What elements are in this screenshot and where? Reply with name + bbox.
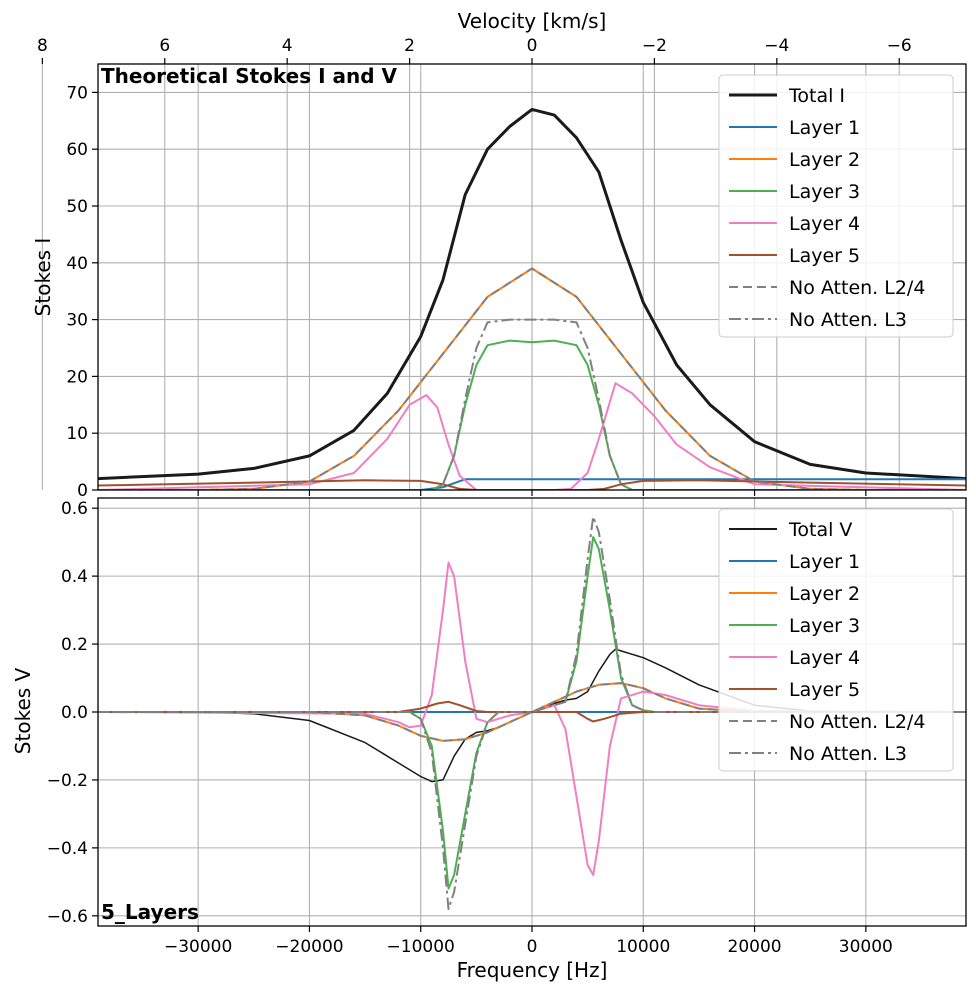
velocity-tick-label: 6 [159, 36, 170, 56]
velocity-tick-label: 4 [282, 36, 293, 56]
stokes-v-series [98, 515, 966, 910]
stokes-v-series-layer-5 [98, 700, 966, 723]
stokes-v-axis-label: Stokes V [11, 667, 35, 754]
stokes-v-series-no-atten-l3 [98, 515, 966, 910]
stokes-i-y-tick-label: 30 [66, 311, 88, 331]
stokes-v-y-tick-label: 0.2 [61, 635, 88, 655]
stokes-v-y-tick-label: −0.4 [47, 839, 88, 859]
stokes-i-legend-label: Layer 1 [789, 117, 860, 139]
panel-title: Theoretical Stokes I and V [101, 64, 398, 88]
stokes-i-y-tick-label: 50 [66, 197, 88, 217]
stokes-i-series-total-i [98, 107, 966, 481]
velocity-tick-label: 2 [404, 36, 415, 56]
stokes-v-legend-label: Total V [788, 519, 852, 541]
stokes-i-legend-box [718, 74, 954, 338]
stokes-v-y-tick-label: 0.4 [61, 567, 88, 587]
frequency-tick-label: −20000 [275, 937, 343, 957]
stokes-i-y-ticks: 0 10 20 30 40 50 60 70 [66, 83, 867, 501]
stokes-v-panel: −0.6 −0.4 −0.2 0.0 0.2 0.4 0.6 −30000 −20000 −10… [11, 497, 967, 982]
stokes-i-legend-label: No Atten. L2/4 [789, 277, 925, 299]
frequency-axis-ticks: −30000 −20000 −10000 0 10000 20000 30000 [164, 926, 893, 957]
stokes-i-series-layer-4 [98, 382, 966, 490]
frequency-tick-label: −10000 [387, 937, 455, 957]
stokes-i-series-no-atten-l2-4 [98, 267, 966, 490]
frequency-tick-label: 0 [527, 937, 538, 957]
stokes-i-legend-label: Layer 3 [789, 181, 860, 203]
stokes-i-legend-label: Layer 5 [789, 245, 860, 267]
stokes-i-legend-label: Layer 4 [789, 213, 860, 235]
frequency-axis-label: Frequency [Hz] [457, 958, 608, 982]
stokes-v-legend-label: No Atten. L2/4 [789, 711, 925, 733]
stokes-i-y-tick-label: 40 [66, 254, 88, 274]
stokes-i-y-tick-label: 20 [66, 367, 88, 387]
stokes-v-y-ticks: −0.6 −0.4 −0.2 0.0 0.2 0.4 0.6 [47, 499, 98, 927]
stokes-i-legend-label: No Atten. L3 [789, 309, 907, 331]
stokes-i-series [98, 107, 966, 490]
stokes-v-y-tick-label: −0.6 [47, 907, 88, 927]
stokes-i-y-tick-label: 70 [66, 83, 88, 103]
stokes-v-legend: Total V Layer 1 Layer 2 Layer 3 Layer 4 Layer… [718, 508, 954, 772]
stokes-v-legend-label: Layer 1 [789, 551, 860, 573]
stokes-i-axis-label: Stokes I [31, 238, 55, 317]
velocity-tick-label: −4 [764, 36, 789, 56]
stokes-i-y-tick-label: 10 [66, 424, 88, 444]
velocity-tick-label: −2 [642, 36, 667, 56]
stokes-v-legend-label: Layer 5 [789, 679, 860, 701]
stokes-i-y-tick-label: 60 [66, 140, 88, 160]
stokes-i-legend-label: Total I [788, 85, 845, 107]
velocity-axis-label: Velocity [km/s] [458, 9, 607, 33]
stokes-v-legend-label: No Atten. L3 [789, 743, 907, 765]
velocity-tick-label: 0 [527, 36, 538, 56]
stokes-v-series-no-atten-l2-4 [98, 682, 966, 742]
stokes-v-legend-label: Layer 2 [789, 583, 860, 605]
stokes-i-series-layer-5 [98, 479, 966, 490]
frequency-tick-label: 30000 [839, 937, 893, 957]
stokes-i-series-no-atten-l3 [98, 318, 966, 490]
stokes-v-legend-label: Layer 4 [789, 647, 860, 669]
stokes-i-legend-label: Layer 2 [789, 149, 860, 171]
stokes-v-legend-box [718, 508, 954, 772]
model-label: 5_Layers [101, 900, 199, 924]
stokes-v-legend-label: Layer 3 [789, 615, 860, 637]
stokes-v-y-tick-label: 0.6 [61, 499, 88, 519]
stokes-v-y-tick-label: 0.0 [61, 703, 88, 723]
frequency-tick-label: 10000 [616, 937, 670, 957]
velocity-tick-label: 8 [37, 36, 48, 56]
stokes-i-y-tick-label: 0 [77, 481, 88, 501]
stokes-i-legend: Total I Layer 1 Layer 2 Layer 3 Layer 4 Layer… [718, 74, 954, 338]
frequency-tick-label: −30000 [164, 937, 232, 957]
velocity-tick-label: −6 [887, 36, 912, 56]
stokes-v-y-tick-label: −0.2 [47, 771, 88, 791]
frequency-tick-label: 20000 [728, 937, 782, 957]
